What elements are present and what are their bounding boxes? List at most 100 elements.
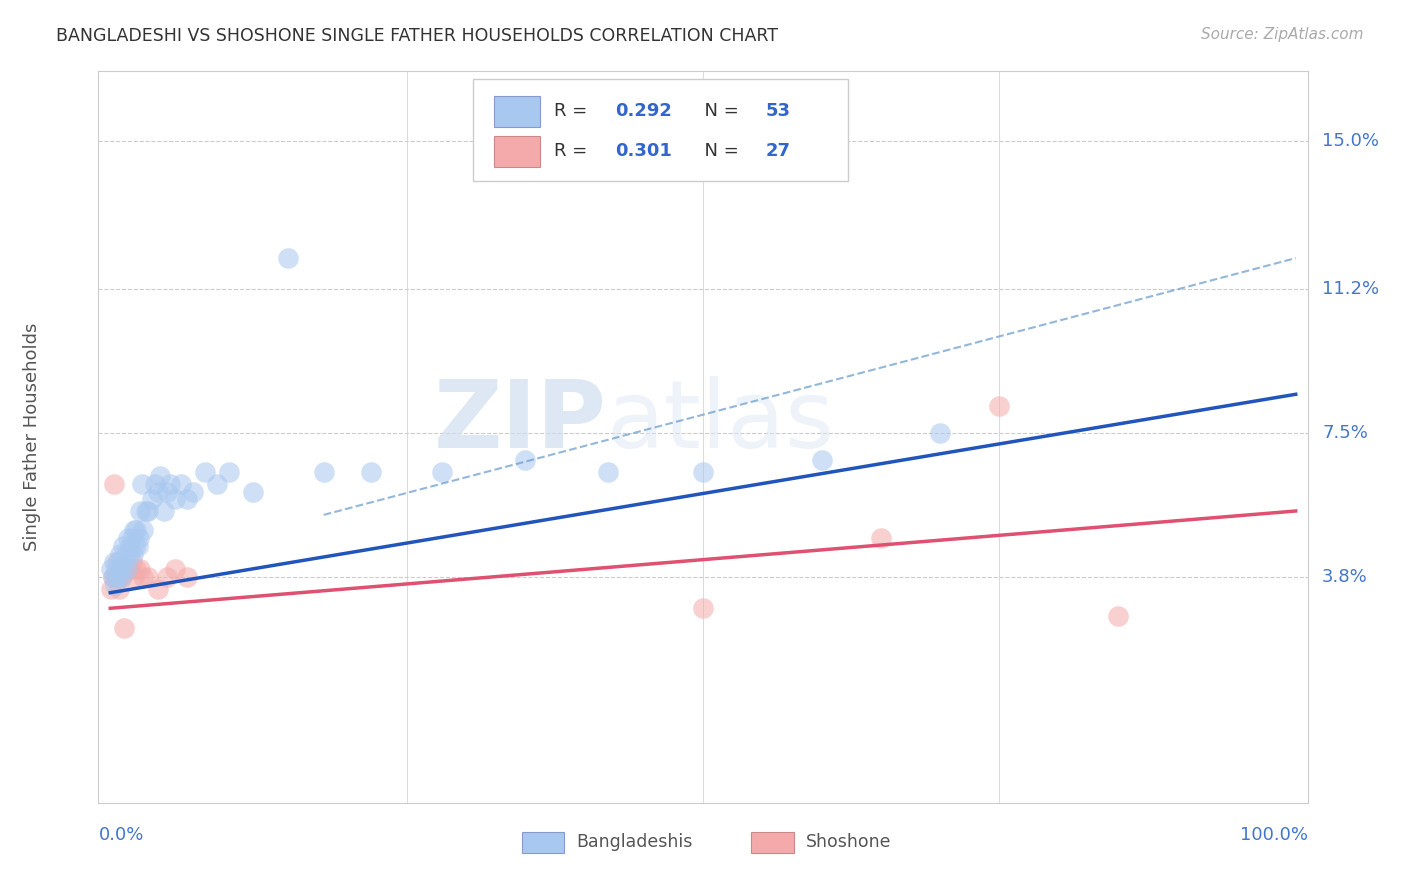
Point: [110, 570, 132, 584]
Point: [104, 578, 127, 592]
Point: [115, 562, 138, 576]
Point: [118, 562, 141, 576]
Point: [129, 504, 152, 518]
Text: 0.292: 0.292: [614, 102, 672, 120]
Point: [129, 562, 152, 576]
Point: [869, 531, 891, 545]
Point: [156, 570, 179, 584]
Point: [117, 531, 139, 545]
Point: [432, 465, 454, 479]
Point: [104, 570, 127, 584]
Point: [108, 570, 131, 584]
Point: [176, 492, 198, 507]
Point: [112, 539, 135, 553]
Point: [146, 582, 169, 596]
Text: Single Father Households: Single Father Households: [22, 323, 41, 551]
Point: [115, 562, 138, 576]
Point: [114, 555, 136, 569]
Point: [108, 547, 131, 561]
Point: [120, 539, 142, 553]
Point: [103, 476, 125, 491]
Point: [146, 484, 169, 499]
Point: [988, 399, 1011, 413]
Bar: [494, 136, 540, 167]
Point: [136, 504, 159, 518]
Point: [598, 465, 620, 479]
Text: Source: ZipAtlas.com: Source: ZipAtlas.com: [1201, 27, 1364, 42]
Point: [121, 547, 143, 561]
Point: [810, 453, 832, 467]
Point: [170, 476, 193, 491]
Point: [205, 476, 228, 491]
Point: [110, 562, 132, 576]
Point: [218, 465, 240, 479]
Point: [135, 504, 157, 518]
Point: [277, 251, 299, 265]
Point: [181, 484, 204, 499]
Point: [103, 555, 125, 569]
Text: BANGLADESHI VS SHOSHONE SINGLE FATHER HOUSEHOLDS CORRELATION CHART: BANGLADESHI VS SHOSHONE SINGLE FATHER HO…: [56, 27, 779, 45]
Text: 3.8%: 3.8%: [1322, 568, 1368, 586]
Text: 27: 27: [766, 142, 792, 160]
Text: 15.0%: 15.0%: [1322, 132, 1379, 151]
Point: [100, 582, 122, 596]
Point: [100, 562, 122, 576]
Point: [143, 476, 166, 491]
Point: [118, 547, 141, 561]
Point: [105, 555, 128, 569]
Point: [149, 469, 172, 483]
Text: ZIP: ZIP: [433, 376, 606, 468]
Point: [165, 562, 187, 576]
Point: [105, 570, 128, 584]
Point: [121, 531, 143, 545]
Bar: [751, 832, 793, 853]
Point: [124, 539, 146, 553]
Text: Bangladeshis: Bangladeshis: [576, 833, 692, 851]
Point: [692, 465, 714, 479]
Point: [107, 582, 129, 596]
Point: [131, 476, 153, 491]
Point: [242, 484, 264, 499]
Text: R =: R =: [554, 102, 593, 120]
Point: [156, 484, 179, 499]
Point: [122, 570, 145, 584]
Point: [312, 465, 335, 479]
Point: [360, 465, 382, 479]
Point: [141, 492, 163, 507]
Point: [159, 476, 181, 491]
Text: Shoshone: Shoshone: [806, 833, 891, 851]
Point: [132, 570, 155, 584]
Text: 7.5%: 7.5%: [1322, 425, 1368, 442]
Point: [125, 524, 148, 538]
Point: [136, 570, 159, 584]
Point: [114, 621, 136, 635]
Point: [122, 524, 145, 538]
Point: [165, 492, 187, 507]
Point: [111, 562, 134, 576]
Point: [515, 453, 537, 467]
Point: [1107, 609, 1129, 624]
Point: [105, 570, 128, 584]
Point: [692, 601, 714, 615]
Bar: [522, 832, 564, 853]
Text: 100.0%: 100.0%: [1240, 826, 1308, 844]
Point: [101, 570, 124, 584]
Point: [125, 562, 148, 576]
Bar: [494, 96, 540, 127]
Point: [176, 570, 198, 584]
Text: atlas: atlas: [606, 376, 835, 468]
Point: [107, 555, 129, 569]
Point: [105, 562, 128, 576]
Text: 11.2%: 11.2%: [1322, 280, 1379, 298]
Point: [111, 570, 134, 584]
Point: [929, 426, 952, 441]
Point: [132, 524, 155, 538]
Point: [152, 504, 174, 518]
Point: [127, 539, 149, 553]
Text: 0.0%: 0.0%: [98, 826, 143, 844]
Point: [101, 570, 124, 584]
Point: [128, 531, 150, 545]
FancyBboxPatch shape: [474, 78, 848, 181]
Point: [121, 555, 143, 569]
Text: N =: N =: [693, 102, 745, 120]
